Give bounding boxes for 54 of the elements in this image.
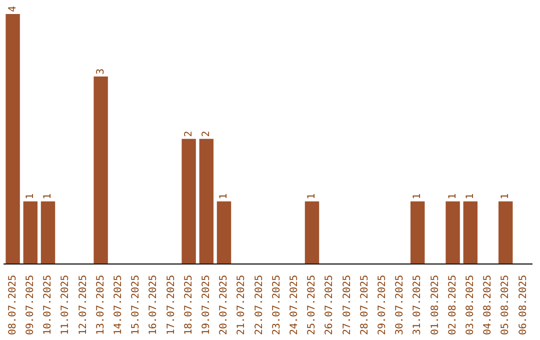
x-tick-label: 08.07.2025 — [7, 274, 18, 336]
x-tick-label: 05.08.2025 — [500, 274, 512, 336]
bar — [304, 201, 320, 264]
x-tick-label: 10.07.2025 — [42, 274, 54, 336]
data-label: 1 — [42, 193, 54, 200]
data-label: 1 — [412, 193, 424, 200]
data-label: 1 — [447, 193, 458, 200]
data-label: 1 — [464, 193, 476, 200]
data-label: 1 — [24, 193, 36, 200]
x-tick-label: 15.07.2025 — [130, 274, 142, 336]
data-label: 1 — [500, 193, 512, 200]
x-tick-label: 03.08.2025 — [464, 274, 476, 336]
bar — [216, 201, 232, 264]
x-tick-label: 24.07.2025 — [288, 274, 300, 336]
x-tick-label: 20.07.2025 — [218, 274, 230, 336]
x-tick-label: 26.07.2025 — [324, 274, 336, 336]
x-tick-label: 04.08.2025 — [482, 274, 494, 336]
x-tick-label: 02.08.2025 — [447, 274, 458, 336]
x-tick-label: 14.07.2025 — [112, 274, 124, 336]
bar — [498, 201, 513, 264]
x-tick-label: 18.07.2025 — [183, 274, 194, 336]
data-label: 1 — [218, 193, 230, 200]
bar — [182, 138, 196, 264]
x-tick-label: 12.07.2025 — [78, 274, 89, 336]
x-tick-label: 23.07.2025 — [271, 274, 282, 336]
bar — [23, 201, 38, 264]
bar — [410, 201, 425, 264]
bar — [199, 138, 214, 264]
data-label: 2 — [183, 130, 194, 137]
x-tick-label: 17.07.2025 — [166, 274, 177, 336]
x-tick-label: 21.07.2025 — [236, 274, 248, 336]
x-tick-label: 28.07.2025 — [359, 274, 370, 336]
bar — [463, 201, 478, 264]
x-tick-label: 19.07.2025 — [200, 274, 212, 336]
x-tick-label: 01.08.2025 — [430, 274, 441, 336]
data-label: 3 — [95, 68, 106, 74]
x-tick-label: 25.07.2025 — [306, 274, 318, 336]
x-tick-label: 16.07.2025 — [148, 274, 160, 336]
bar — [6, 14, 20, 264]
x-tick-label: 27.07.2025 — [342, 274, 353, 336]
x-tick-label: 29.07.2025 — [376, 274, 388, 336]
bar — [94, 76, 108, 264]
data-label: 1 — [306, 193, 318, 200]
bar — [446, 201, 460, 264]
data-label: 2 — [200, 130, 212, 137]
x-tick-label: 30.07.2025 — [394, 274, 406, 336]
x-tick-label: 31.07.2025 — [412, 274, 424, 336]
x-tick-label: 11.07.2025 — [60, 274, 72, 336]
x-tick-label: 13.07.2025 — [95, 274, 106, 336]
x-tick-label: 22.07.2025 — [254, 274, 265, 336]
x-tick-label: 06.08.2025 — [518, 274, 529, 336]
x-tick-label: 09.07.2025 — [24, 274, 36, 336]
data-label: 4 — [7, 6, 18, 12]
bar — [40, 201, 56, 264]
